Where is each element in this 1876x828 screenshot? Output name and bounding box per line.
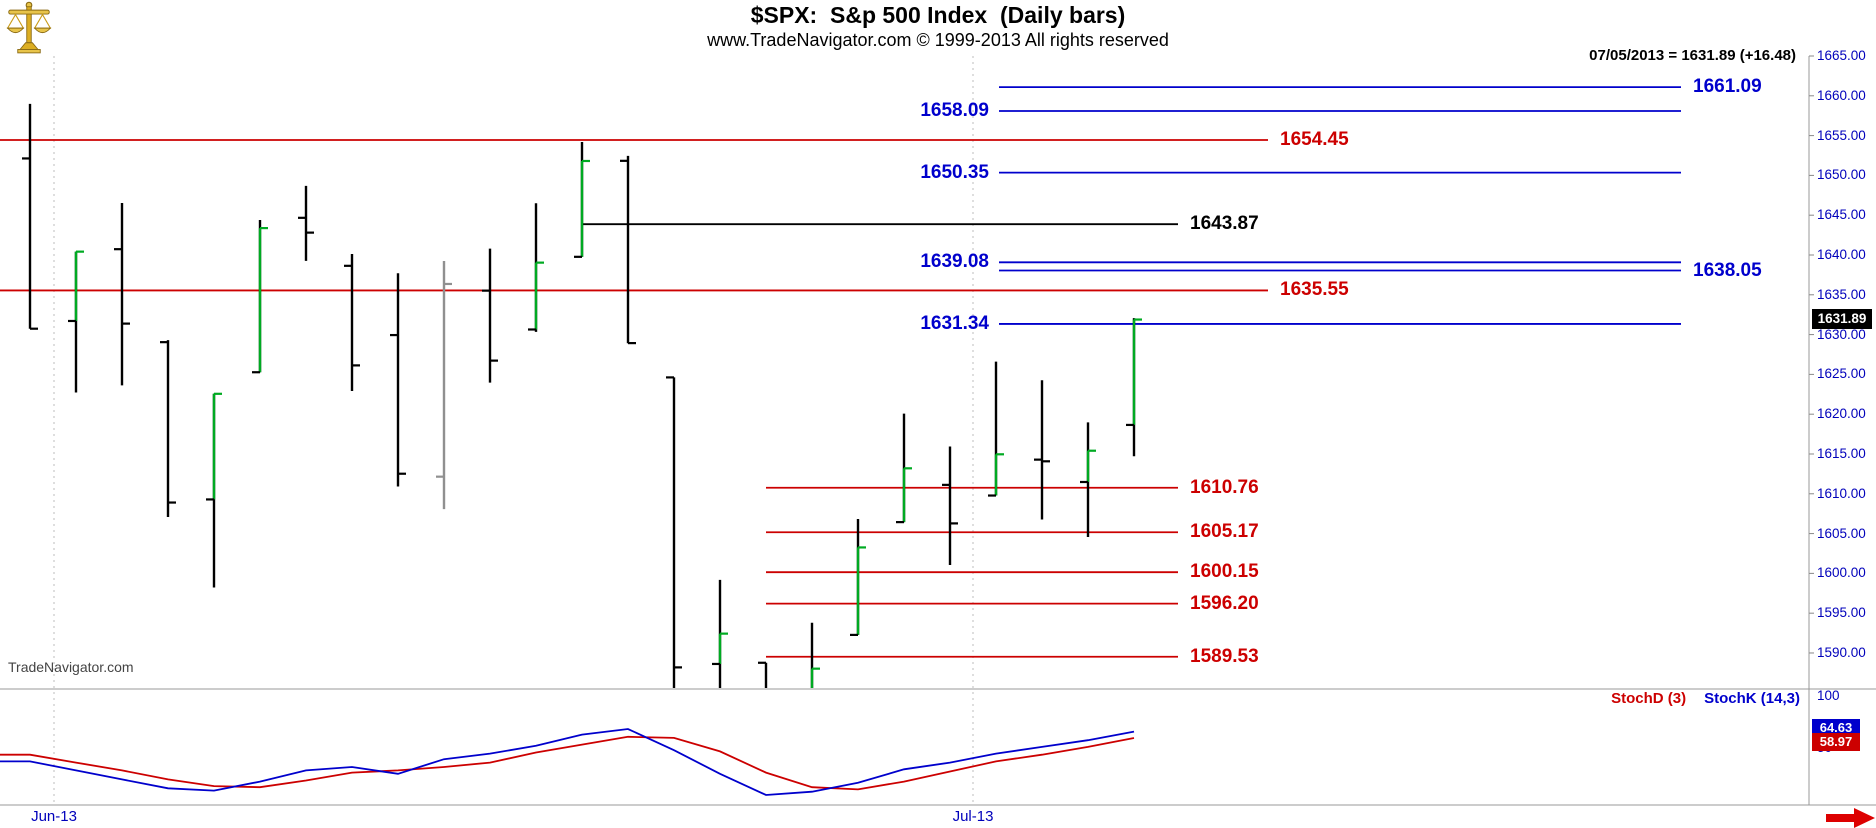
stochd-value-tag: 58.97 (1812, 733, 1860, 751)
ohlc-bars (22, 103, 1142, 688)
stochk-legend-label[interactable]: StochK (14,3) (1704, 690, 1800, 707)
stochk-line (0, 728, 1135, 796)
price-level-lines (0, 86, 1681, 658)
scroll-right-arrow-button[interactable] (1826, 808, 1875, 828)
watermark: TradeNavigator.com (8, 659, 134, 675)
chart-title: $SPX: S&p 500 Index (Daily bars) (750, 2, 1126, 28)
stochd-legend-label[interactable]: StochD (3) (1611, 690, 1687, 707)
last-quote-readout: 07/05/2013 = 1631.89 (+16.48) (1589, 47, 1796, 64)
last-price-tag: 1631.89 (1812, 309, 1872, 329)
indicator-legend: StochD (3) StochK (14,3) (1611, 690, 1800, 707)
copyright-line: www.TradeNavigator.com © 1999-2013 All r… (707, 30, 1169, 50)
tradenavigator-scales-logo-icon (2, 0, 56, 54)
date-axis-label-jun: Jun-13 (31, 808, 77, 825)
axis-ticks (1809, 55, 1814, 654)
stoch-axis-label-100: 100 (1817, 688, 1840, 703)
stochastic-lines (0, 728, 1135, 796)
stochk-value-tag: 64.63 (1812, 719, 1860, 737)
stochd-line (0, 735, 1135, 791)
date-axis-label-jul: Jul-13 (952, 808, 994, 825)
month-gridlines (53, 56, 974, 805)
